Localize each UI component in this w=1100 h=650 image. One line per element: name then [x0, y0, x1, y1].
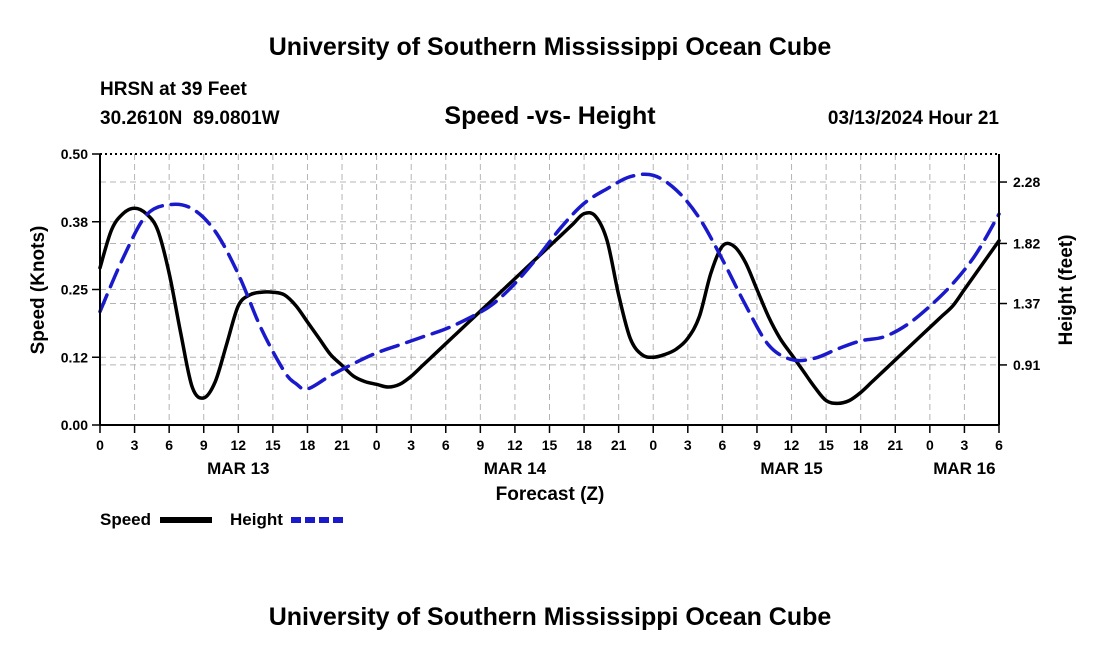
- y-right-tick-label: 0.91: [1013, 357, 1040, 373]
- x-tick-label: 0: [926, 437, 934, 453]
- day-label: MAR 14: [484, 459, 547, 478]
- grid: [100, 154, 999, 425]
- x-tick-label: 21: [887, 437, 903, 453]
- y-right-tick-label: 2.28: [1013, 174, 1040, 190]
- legend-height-label: Height: [230, 510, 283, 529]
- x-tick-label: 0: [96, 437, 104, 453]
- x-axis-title: Forecast (Z): [496, 484, 605, 505]
- x-tick-label: 21: [334, 437, 350, 453]
- x-tick-label: 3: [131, 437, 139, 453]
- y-tick-label: 0.00: [61, 417, 88, 433]
- x-tick-label: 15: [818, 437, 834, 453]
- x-tick-label: 15: [542, 437, 558, 453]
- series-height-line: [98, 172, 1001, 391]
- x-tick-label: 3: [961, 437, 969, 453]
- y-right-tick-label: 1.82: [1013, 235, 1040, 251]
- x-tick-label: 9: [476, 437, 484, 453]
- x-tick-label: 6: [718, 437, 726, 453]
- station-label: HRSN at 39 Feet: [100, 79, 247, 100]
- x-tick-label: 15: [265, 437, 281, 453]
- y-axis-right-title: Height (feet): [1056, 235, 1077, 346]
- x-tick-label: 0: [373, 437, 381, 453]
- left-axis-ticks: 0.00 0.12 0.25 0.38 0.50: [61, 146, 100, 433]
- coordinates-label: 30.2610N 89.0801W: [100, 108, 280, 129]
- x-tick-label: 6: [165, 437, 173, 453]
- right-axis-ticks: 0.91 1.37 1.82 2.28: [999, 174, 1040, 373]
- x-tick-label: 18: [300, 437, 316, 453]
- day-labels: MAR 13 MAR 14 MAR 15 MAR 16: [207, 459, 995, 478]
- chart-title: University of Southern Mississippi Ocean…: [269, 33, 832, 61]
- day-label: MAR 15: [760, 459, 822, 478]
- legend: Speed Height: [100, 510, 343, 529]
- series-speed-line: [98, 206, 1001, 406]
- x-tick-label: 3: [684, 437, 692, 453]
- x-tick-label: 12: [231, 437, 247, 453]
- x-axis-ticks: 0 3 6 9 12 15 18 21 0 3 6 9 12 15 18 21 0 3 6 9 12 15 18 21 0 3 6: [96, 425, 1003, 453]
- x-tick-label: 6: [442, 437, 450, 453]
- y-tick-label: 0.25: [61, 282, 88, 298]
- x-tick-label: 9: [200, 437, 208, 453]
- x-tick-label: 21: [611, 437, 627, 453]
- y-tick-label: 0.50: [61, 146, 88, 162]
- series-layer: [98, 172, 1001, 406]
- x-tick-label: 12: [507, 437, 523, 453]
- footer-title: University of Southern Mississippi Ocean…: [269, 603, 832, 631]
- day-label: MAR 16: [933, 459, 995, 478]
- y-tick-label: 0.38: [61, 214, 88, 230]
- y-tick-label: 0.12: [61, 349, 88, 365]
- y-axis-title: Speed (Knots): [28, 226, 49, 355]
- x-tick-label: 9: [753, 437, 761, 453]
- legend-speed-label: Speed: [100, 510, 151, 529]
- x-tick-label: 12: [784, 437, 800, 453]
- run-time-label: 03/13/2024 Hour 21: [828, 108, 1000, 129]
- x-tick-label: 3: [407, 437, 415, 453]
- y-right-tick-label: 1.37: [1013, 296, 1040, 312]
- x-tick-label: 18: [576, 437, 592, 453]
- x-tick-label: 6: [995, 437, 1003, 453]
- x-tick-label: 0: [649, 437, 657, 453]
- x-tick-label: 18: [853, 437, 869, 453]
- chart-subtitle: Speed -vs- Height: [444, 102, 656, 130]
- day-label: MAR 13: [207, 459, 269, 478]
